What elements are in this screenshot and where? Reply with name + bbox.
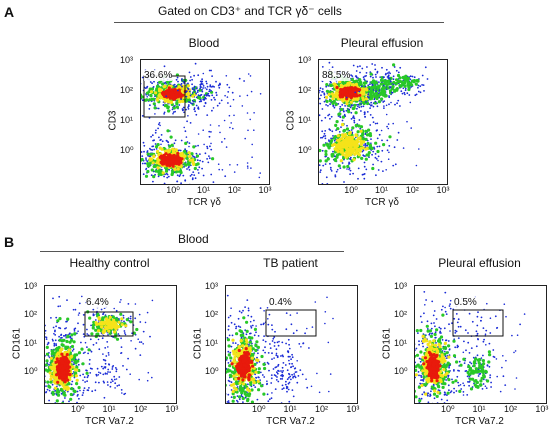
y-tick-label: 10⁰ bbox=[298, 144, 312, 155]
y-axis-label: CD161 bbox=[11, 327, 23, 359]
y-tick-label: 10² bbox=[120, 85, 134, 96]
plot-title: Pleural effusion bbox=[340, 36, 424, 50]
density-points bbox=[415, 291, 526, 403]
y-axis-label: CD3 bbox=[107, 110, 119, 131]
x-tick-label: 10² bbox=[503, 404, 517, 414]
density-points bbox=[45, 295, 154, 403]
gate-percentage: 36.6% bbox=[144, 70, 173, 81]
gate-rectangle bbox=[265, 309, 317, 337]
scatter-plot-area bbox=[44, 285, 177, 404]
scatter-plot-area bbox=[140, 59, 270, 185]
gate-percentage: 0.5% bbox=[454, 297, 477, 308]
panel-letter-b: B bbox=[4, 234, 15, 250]
y-tick-label: 10¹ bbox=[394, 337, 408, 348]
x-tick-label: 10⁰ bbox=[166, 185, 180, 195]
y-tick-label: 10¹ bbox=[205, 337, 219, 348]
x-axis-label: TCR γδ bbox=[365, 197, 399, 208]
y-tick-label: 10⁰ bbox=[120, 144, 134, 155]
scatter-plot-area bbox=[225, 285, 358, 404]
y-axis-label: CD161 bbox=[192, 327, 204, 359]
y-tick-label: 10³ bbox=[120, 55, 134, 66]
x-tick-label: 10³ bbox=[535, 404, 549, 414]
panel-a-header-rule bbox=[114, 22, 444, 23]
plot-title: TB patient bbox=[263, 256, 318, 270]
x-tick-label: 10² bbox=[314, 404, 328, 414]
plot-title: Blood bbox=[188, 36, 220, 50]
x-tick-label: 10³ bbox=[258, 185, 272, 195]
y-axis-label: CD161 bbox=[381, 327, 393, 359]
x-tick-label: 10³ bbox=[346, 404, 360, 414]
panel-b-header-rule bbox=[40, 251, 344, 252]
y-tick-label: 10⁰ bbox=[205, 365, 219, 376]
panel-letter-a: A bbox=[4, 4, 15, 20]
x-axis-label: TCR Va7.2 bbox=[455, 416, 504, 427]
gate-percentage: 88.5% bbox=[322, 70, 351, 81]
y-tick-label: 10¹ bbox=[298, 115, 312, 125]
x-tick-label: 10⁰ bbox=[344, 185, 358, 195]
y-tick-label: 10³ bbox=[24, 281, 38, 292]
y-tick-label: 10¹ bbox=[24, 337, 38, 348]
y-tick-label: 10³ bbox=[298, 55, 312, 66]
y-tick-label: 10⁰ bbox=[24, 365, 38, 376]
gate-rectangle bbox=[84, 311, 134, 337]
x-axis-label: TCR Va7.2 bbox=[85, 416, 134, 427]
y-tick-label: 10² bbox=[298, 85, 312, 96]
x-tick-label: 10¹ bbox=[197, 185, 211, 195]
x-tick-label: 10² bbox=[405, 185, 419, 195]
gate-rectangle bbox=[452, 309, 504, 337]
x-axis-label: TCR Va7.2 bbox=[266, 416, 315, 427]
x-tick-label: 10³ bbox=[436, 185, 450, 195]
x-tick-label: 10⁰ bbox=[441, 404, 455, 414]
y-axis-label: CD3 bbox=[285, 110, 297, 131]
panel-a-header: Gated on CD3⁺ and TCR γδ⁻ cells bbox=[158, 4, 342, 18]
x-tick-label: 10¹ bbox=[102, 404, 116, 414]
plot-title: Healthy control bbox=[69, 256, 150, 270]
gate-percentage: 6.4% bbox=[86, 297, 109, 308]
scatter-plot-area bbox=[414, 285, 547, 404]
gate-percentage: 0.4% bbox=[269, 297, 292, 308]
x-axis-label: TCR γδ bbox=[187, 197, 221, 208]
density-points bbox=[226, 294, 334, 403]
y-tick-label: 10² bbox=[24, 309, 38, 320]
x-tick-label: 10¹ bbox=[283, 404, 297, 414]
x-tick-label: 10⁰ bbox=[71, 404, 85, 414]
x-tick-label: 10⁰ bbox=[252, 404, 266, 414]
x-tick-label: 10² bbox=[133, 404, 147, 414]
x-tick-label: 10³ bbox=[165, 404, 179, 414]
x-tick-label: 10¹ bbox=[375, 185, 389, 195]
y-tick-label: 10² bbox=[205, 309, 219, 320]
x-tick-label: 10² bbox=[227, 185, 241, 195]
plot-title: Pleural effusion bbox=[438, 256, 521, 270]
y-tick-label: 10⁰ bbox=[394, 365, 408, 376]
y-tick-label: 10² bbox=[394, 309, 408, 320]
y-tick-label: 10¹ bbox=[120, 115, 134, 125]
panel-b-header: Blood bbox=[178, 232, 209, 246]
density-points bbox=[141, 62, 262, 184]
y-tick-label: 10³ bbox=[394, 281, 408, 292]
y-tick-label: 10³ bbox=[205, 281, 219, 292]
x-tick-label: 10¹ bbox=[472, 404, 486, 414]
